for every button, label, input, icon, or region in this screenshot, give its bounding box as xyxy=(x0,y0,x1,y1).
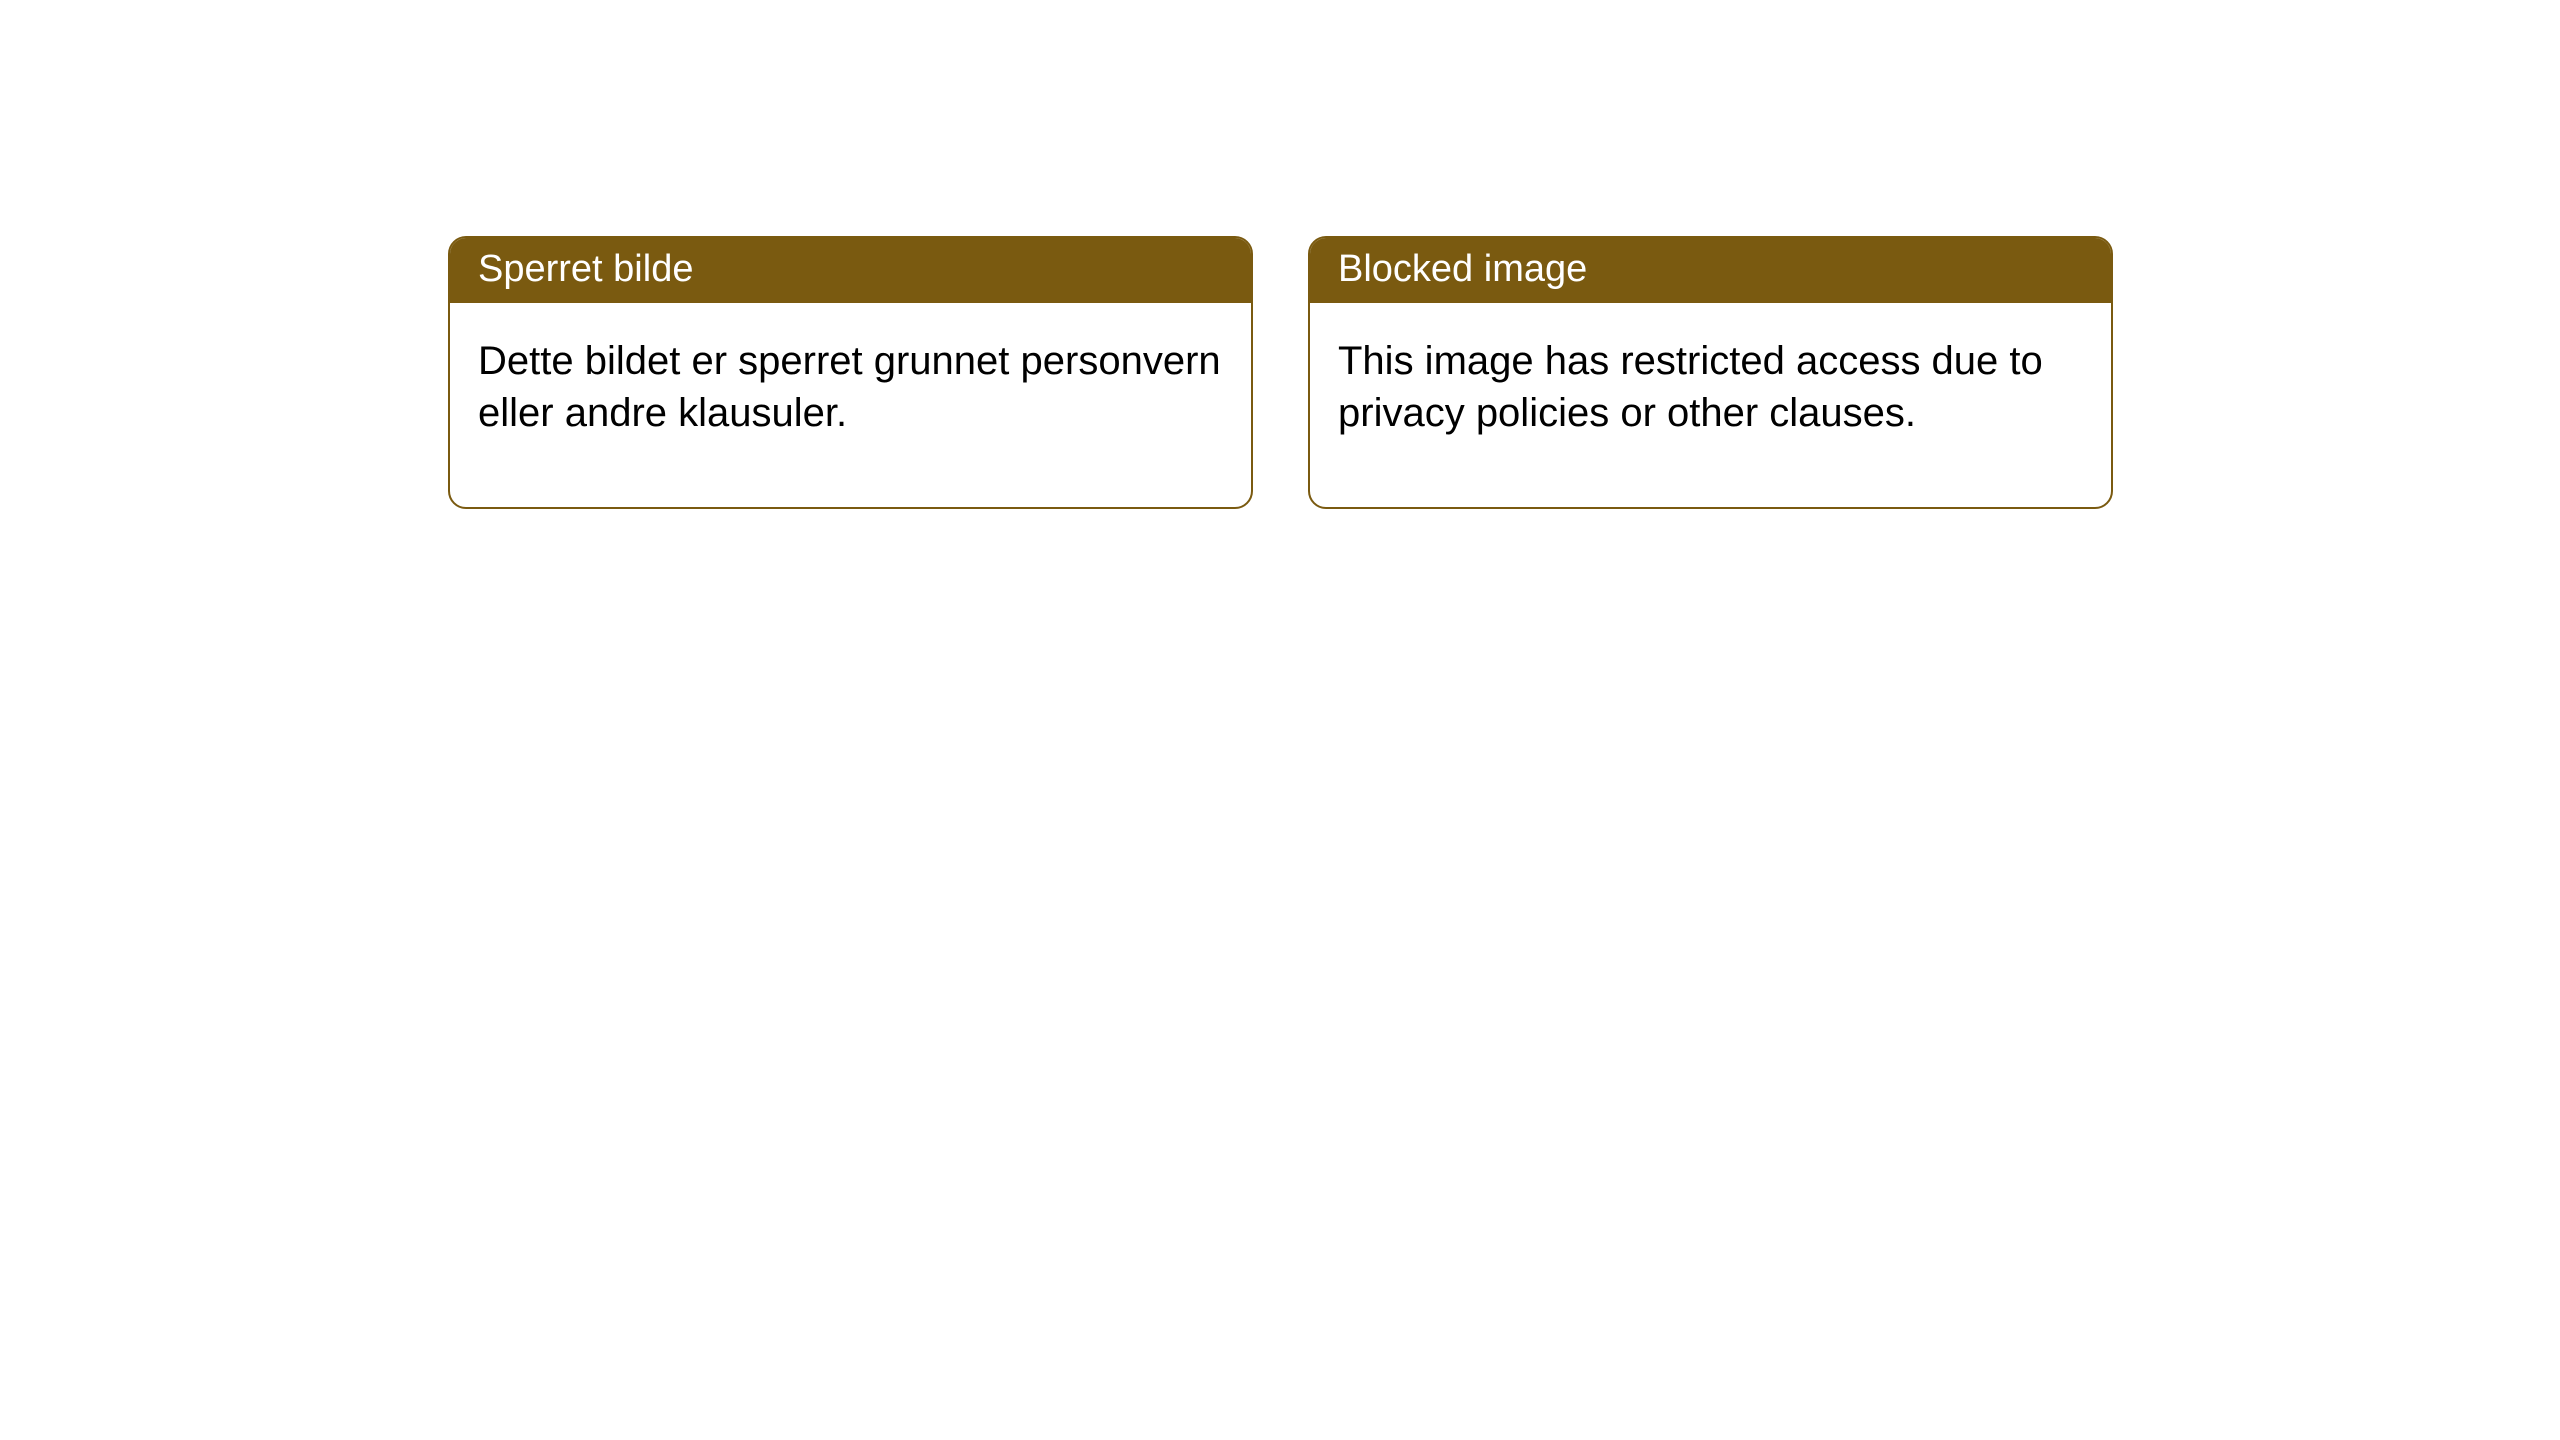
notice-header: Blocked image xyxy=(1310,238,2111,303)
notice-header: Sperret bilde xyxy=(450,238,1251,303)
notice-card-norwegian: Sperret bilde Dette bildet er sperret gr… xyxy=(448,236,1253,509)
notice-body: This image has restricted access due to … xyxy=(1310,303,2111,507)
notice-body: Dette bildet er sperret grunnet personve… xyxy=(450,303,1251,507)
notice-card-english: Blocked image This image has restricted … xyxy=(1308,236,2113,509)
notice-container: Sperret bilde Dette bildet er sperret gr… xyxy=(0,0,2560,509)
